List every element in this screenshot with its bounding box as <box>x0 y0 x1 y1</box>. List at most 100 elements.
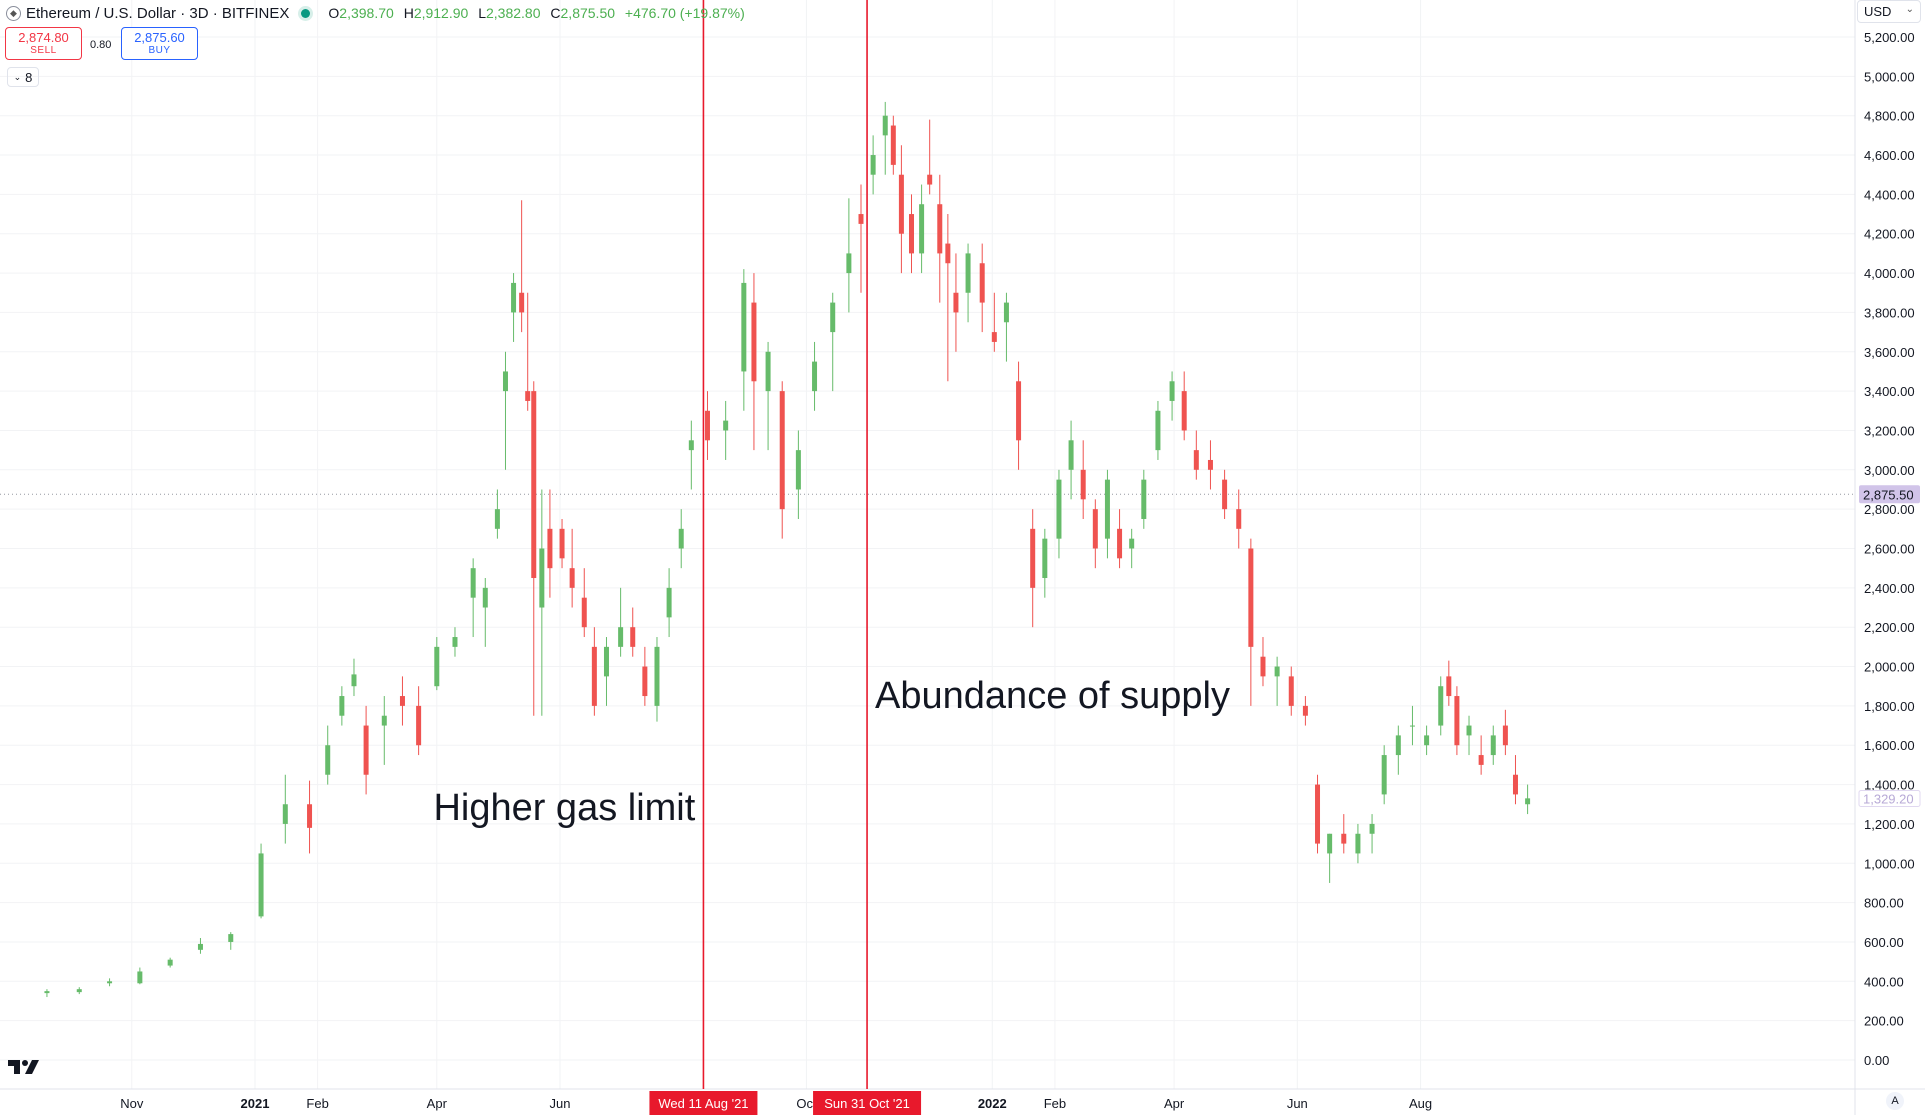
candle[interactable] <box>618 587 624 657</box>
candle[interactable] <box>603 637 609 706</box>
candle[interactable] <box>416 686 422 756</box>
candle[interactable] <box>1288 666 1294 716</box>
candle[interactable] <box>1193 430 1199 480</box>
auto-scale-button[interactable]: A <box>1886 1092 1904 1110</box>
candle[interactable] <box>1068 420 1074 500</box>
candle[interactable] <box>795 430 801 519</box>
candle[interactable] <box>654 637 660 722</box>
candle[interactable] <box>1424 725 1430 756</box>
candle[interactable] <box>1395 725 1401 775</box>
candle[interactable] <box>547 489 553 598</box>
candle[interactable] <box>107 978 113 987</box>
candle[interactable] <box>591 627 597 716</box>
candle[interactable] <box>765 341 771 451</box>
candle[interactable] <box>1454 686 1460 756</box>
candle[interactable] <box>1478 735 1484 775</box>
candle[interactable] <box>1302 696 1308 726</box>
candle[interactable] <box>1438 676 1444 736</box>
candle[interactable] <box>559 518 565 569</box>
candle[interactable] <box>539 489 545 716</box>
indicators-toggle-button[interactable]: ⌄ 8 <box>7 67 39 87</box>
candle[interactable] <box>569 528 575 608</box>
candle[interactable] <box>882 101 888 175</box>
candle[interactable] <box>1080 440 1086 519</box>
candle[interactable] <box>1042 528 1048 598</box>
candle[interactable] <box>470 558 476 638</box>
candle[interactable] <box>1381 745 1387 805</box>
candle[interactable] <box>1155 400 1161 460</box>
candle[interactable] <box>1141 469 1147 529</box>
candle[interactable] <box>870 135 876 195</box>
candle[interactable] <box>434 637 440 691</box>
tradingview-logo-icon[interactable] <box>8 1058 40 1076</box>
candle[interactable] <box>979 243 985 333</box>
candle[interactable] <box>581 568 587 638</box>
candle[interactable] <box>1490 725 1496 765</box>
candle[interactable] <box>1129 528 1135 569</box>
candle[interactable] <box>167 957 173 968</box>
candle[interactable] <box>282 774 288 844</box>
candle[interactable] <box>688 420 694 490</box>
candle[interactable] <box>630 607 636 657</box>
candle[interactable] <box>704 391 710 460</box>
sell-button[interactable]: 2,874.80 SELL <box>5 27 82 60</box>
candle[interactable] <box>1355 823 1361 864</box>
candle[interactable] <box>1502 709 1508 756</box>
symbol-title[interactable]: Ethereum / U.S. Dollar · 3D · BITFINEX <box>26 4 290 22</box>
candle[interactable] <box>1341 814 1347 854</box>
candle[interactable] <box>1525 784 1531 815</box>
candle[interactable] <box>307 780 313 854</box>
candle[interactable] <box>325 725 331 785</box>
candle[interactable] <box>1512 755 1518 805</box>
candle[interactable] <box>642 646 648 706</box>
candle[interactable] <box>919 184 925 274</box>
candle[interactable] <box>927 119 933 195</box>
candle[interactable] <box>1207 440 1213 490</box>
candle[interactable] <box>494 489 500 539</box>
candle[interactable] <box>197 938 203 954</box>
candle[interactable] <box>1016 361 1022 470</box>
candle[interactable] <box>846 198 852 313</box>
candle[interactable] <box>1274 656 1280 706</box>
candle[interactable] <box>779 381 785 539</box>
candle[interactable] <box>1092 499 1098 569</box>
candle[interactable] <box>953 253 959 352</box>
candle[interactable] <box>76 987 82 995</box>
candle[interactable] <box>1056 469 1062 559</box>
candle[interactable] <box>1466 715 1472 756</box>
candle[interactable] <box>44 989 50 998</box>
candle[interactable] <box>1315 774 1321 854</box>
candle[interactable] <box>137 967 143 985</box>
candle[interactable] <box>909 194 914 274</box>
candle[interactable] <box>666 568 672 638</box>
candle[interactable] <box>1446 660 1452 706</box>
candle[interactable] <box>830 292 836 392</box>
candle[interactable] <box>898 145 904 274</box>
candle[interactable] <box>531 381 537 716</box>
candle[interactable] <box>723 400 729 460</box>
candle[interactable] <box>351 658 357 697</box>
candle[interactable] <box>1169 371 1175 421</box>
candle[interactable] <box>1260 637 1266 687</box>
candle[interactable] <box>525 292 531 411</box>
candle[interactable] <box>1030 509 1036 628</box>
candle[interactable] <box>1003 292 1009 362</box>
candle[interactable] <box>1222 469 1228 519</box>
candle[interactable] <box>511 273 517 342</box>
candle[interactable] <box>678 509 684 569</box>
candle[interactable] <box>452 627 458 657</box>
candle[interactable] <box>1181 371 1187 441</box>
candle[interactable] <box>812 341 818 411</box>
candle[interactable] <box>502 351 508 470</box>
candle[interactable] <box>1104 469 1110 559</box>
candle[interactable] <box>945 214 951 382</box>
candle[interactable] <box>1236 489 1242 549</box>
candle[interactable] <box>228 932 234 950</box>
candle[interactable] <box>1369 814 1375 854</box>
candle[interactable] <box>741 269 747 411</box>
candle[interactable] <box>1248 538 1254 706</box>
candle[interactable] <box>339 686 345 726</box>
candle[interactable] <box>890 115 896 175</box>
candle[interactable] <box>991 292 997 352</box>
